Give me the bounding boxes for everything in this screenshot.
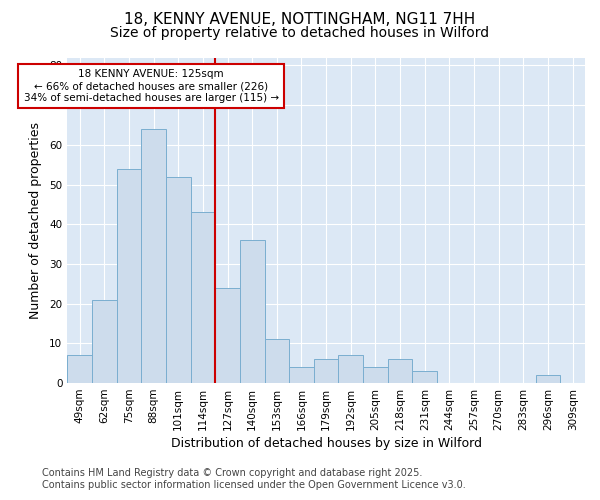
Text: Contains HM Land Registry data © Crown copyright and database right 2025.
Contai: Contains HM Land Registry data © Crown c… — [42, 468, 466, 490]
Bar — [240, 240, 265, 383]
Bar — [92, 300, 116, 383]
Bar — [67, 356, 92, 383]
Bar — [388, 359, 412, 383]
Bar — [141, 129, 166, 383]
Text: Size of property relative to detached houses in Wilford: Size of property relative to detached ho… — [110, 26, 490, 40]
Bar — [191, 212, 215, 383]
Bar — [338, 356, 363, 383]
Y-axis label: Number of detached properties: Number of detached properties — [29, 122, 43, 319]
X-axis label: Distribution of detached houses by size in Wilford: Distribution of detached houses by size … — [170, 437, 482, 450]
Text: 18, KENNY AVENUE, NOTTINGHAM, NG11 7HH: 18, KENNY AVENUE, NOTTINGHAM, NG11 7HH — [124, 12, 476, 28]
Bar — [289, 367, 314, 383]
Bar — [215, 288, 240, 383]
Text: 18 KENNY AVENUE: 125sqm
← 66% of detached houses are smaller (226)
34% of semi-d: 18 KENNY AVENUE: 125sqm ← 66% of detache… — [23, 70, 278, 102]
Bar — [363, 367, 388, 383]
Bar — [265, 340, 289, 383]
Bar — [116, 168, 141, 383]
Bar — [166, 176, 191, 383]
Bar — [412, 371, 437, 383]
Bar — [536, 375, 560, 383]
Bar — [314, 359, 338, 383]
